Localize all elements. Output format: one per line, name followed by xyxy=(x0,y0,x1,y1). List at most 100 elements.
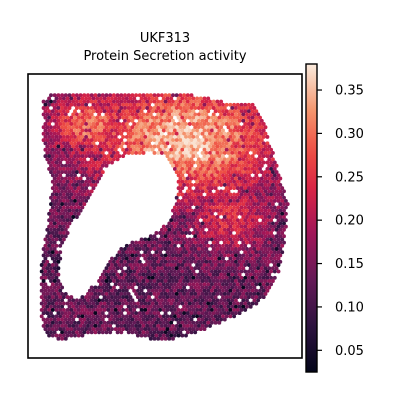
spot xyxy=(269,231,274,235)
spot xyxy=(245,298,249,303)
spot xyxy=(182,215,187,219)
spot xyxy=(111,291,116,296)
spot xyxy=(246,256,251,261)
spot xyxy=(248,131,253,136)
spot xyxy=(67,170,72,175)
spot xyxy=(69,327,74,332)
spot xyxy=(191,237,196,242)
spot xyxy=(91,109,96,114)
spot xyxy=(47,166,52,171)
spot xyxy=(137,93,142,98)
spot xyxy=(206,218,211,223)
spot xyxy=(143,320,148,325)
spot xyxy=(233,240,238,245)
spot xyxy=(49,170,53,175)
spot xyxy=(106,102,111,107)
spot xyxy=(156,330,161,335)
spot xyxy=(165,109,170,114)
spot xyxy=(43,102,48,107)
spot xyxy=(80,141,85,146)
spot xyxy=(161,269,166,274)
spot xyxy=(128,141,133,146)
spot xyxy=(178,323,183,328)
spot xyxy=(211,240,216,245)
spot xyxy=(182,298,187,303)
spot xyxy=(239,211,244,216)
spot xyxy=(152,253,157,258)
spot xyxy=(176,154,181,159)
spot xyxy=(132,307,137,312)
spot xyxy=(256,157,261,162)
spot xyxy=(246,179,251,184)
spot xyxy=(246,154,251,159)
spot xyxy=(121,122,126,126)
spot xyxy=(252,208,257,213)
spot xyxy=(86,317,90,322)
spot xyxy=(108,259,113,264)
spot xyxy=(254,263,259,267)
spot xyxy=(241,221,246,226)
spot xyxy=(196,182,201,187)
spot xyxy=(54,327,59,332)
spot xyxy=(73,134,77,139)
spot xyxy=(204,215,209,219)
spot xyxy=(71,99,76,104)
spot xyxy=(250,147,255,152)
spot xyxy=(80,109,85,114)
spot xyxy=(154,269,159,274)
spot xyxy=(49,99,53,104)
spot xyxy=(163,272,168,277)
spot xyxy=(196,157,201,162)
spot xyxy=(84,115,89,120)
spot xyxy=(213,128,218,133)
spot xyxy=(148,253,153,258)
spot xyxy=(95,295,100,300)
spot xyxy=(54,320,59,325)
spot xyxy=(282,221,286,226)
spot xyxy=(204,234,209,239)
spot xyxy=(180,198,185,203)
spot xyxy=(230,106,235,110)
spot xyxy=(195,147,200,152)
spot xyxy=(198,263,203,267)
spot xyxy=(152,330,157,335)
spot xyxy=(269,256,274,261)
spot xyxy=(50,327,55,332)
spot xyxy=(110,263,114,267)
spot xyxy=(217,314,222,319)
spot xyxy=(132,301,137,306)
spot xyxy=(47,333,52,338)
spot xyxy=(52,240,57,245)
spot xyxy=(176,128,181,133)
spot xyxy=(78,202,83,207)
spot xyxy=(98,314,103,319)
spot xyxy=(148,99,153,104)
spot xyxy=(215,285,220,290)
spot xyxy=(43,243,48,248)
spot xyxy=(230,125,235,130)
spot xyxy=(180,96,185,101)
spot xyxy=(98,282,103,287)
spot xyxy=(211,272,216,277)
spot xyxy=(47,122,52,126)
spot xyxy=(198,301,203,306)
spot xyxy=(172,231,177,235)
spot xyxy=(202,109,207,114)
spot xyxy=(178,240,183,245)
spot xyxy=(221,122,225,126)
spot xyxy=(239,166,244,171)
spot xyxy=(172,243,177,248)
spot xyxy=(237,227,242,232)
spot xyxy=(161,96,166,101)
spot xyxy=(100,272,105,277)
spot xyxy=(93,118,98,123)
spot xyxy=(130,240,135,245)
spot xyxy=(67,99,72,104)
spot xyxy=(274,227,279,232)
spot xyxy=(258,243,262,248)
spot xyxy=(250,237,255,242)
spot xyxy=(232,122,237,126)
spot xyxy=(147,282,151,287)
spot xyxy=(254,301,259,306)
spot xyxy=(174,259,179,264)
